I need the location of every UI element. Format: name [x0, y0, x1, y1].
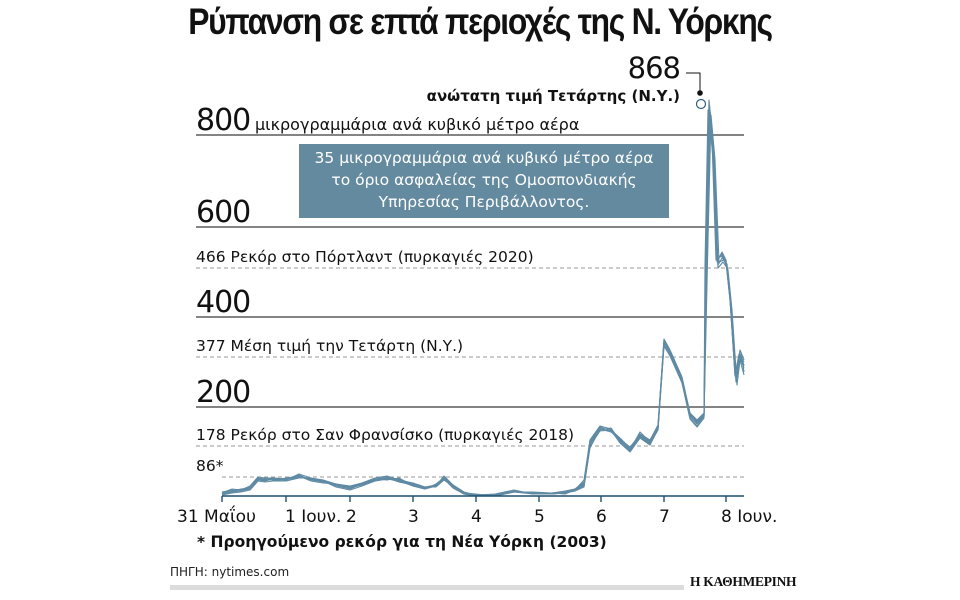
reference-label-portland: 466 Ρεκόρ στο Πόρτλαντ (πυρκαγιές 2020) — [196, 248, 534, 266]
footnote: * Προηγούμενο ρεκόρ για τη Νέα Υόρκη (20… — [197, 533, 607, 551]
footer-divider — [170, 585, 684, 590]
y-label-200: 200 — [196, 375, 250, 410]
x-tick-label-7: 7 — [659, 507, 670, 527]
chart-title: Ρύπανση σε επτά περιοχές της Ν. Υόρκης — [188, 1, 773, 42]
x-tick-label-3: 3 — [408, 507, 419, 527]
brand-logo: Η ΚΑΘΗΜΕΡΙΝΗ — [690, 574, 797, 589]
reference-label-san-francisco: 178 Ρεκόρ στο Σαν Φρανσίσκο (πυρκαγιές 2… — [196, 426, 574, 444]
peak-dot — [697, 90, 703, 96]
series-lines — [221, 99, 745, 497]
peak-leader-line — [686, 72, 701, 92]
x-tick-label-0: 31 Μαΐου — [177, 504, 256, 527]
gridlines — [196, 134, 744, 408]
x-tick-label-8: 8 Ιουν. — [721, 507, 777, 527]
series-line-6 — [221, 124, 745, 497]
x-tick-label-5: 5 — [534, 507, 545, 527]
peak-value: 868 — [628, 51, 680, 85]
x-tick-label-6: 6 — [596, 507, 607, 527]
y-unit-label: μικρογραμμάρια ανά κυβικό μέτρο αέρα — [255, 115, 579, 134]
reference-label-ny-record: 86* — [196, 457, 224, 475]
peak-label: ανώτατη τιμή Τετάρτης (Ν.Υ.) — [427, 87, 680, 105]
x-tick-label-4: 4 — [471, 507, 482, 527]
peak-marker — [695, 98, 707, 110]
x-tick-label-1: 1 Ιουν. — [285, 507, 341, 527]
y-label-400: 400 — [196, 285, 250, 320]
x-axis — [221, 495, 744, 502]
infobox-line-3: Υπηρεσίας Περιβάλλοντος. — [378, 193, 590, 211]
infobox-line-2: το όριο ασφαλείας της Ομοσπονδιακής — [331, 171, 637, 189]
x-tick-label-2: 2 — [346, 507, 357, 527]
series-line-7 — [221, 99, 745, 496]
infobox-line-1: 35 μικρογραμμάρια ανά κυβικό μέτρο αέρα — [314, 149, 654, 167]
y-label-600: 600 — [196, 195, 250, 230]
source-credit: ΠΗΓΗ: nytimes.com — [170, 565, 290, 579]
y-label-800: 800 — [196, 103, 250, 138]
reference-label-wednesday-avg: 377 Μέση τιμή την Τετάρτη (Ν.Υ.) — [196, 337, 463, 355]
epa-limit-infobox: 35 μικρογραμμάρια ανά κυβικό μέτρο αέρα … — [299, 144, 669, 218]
